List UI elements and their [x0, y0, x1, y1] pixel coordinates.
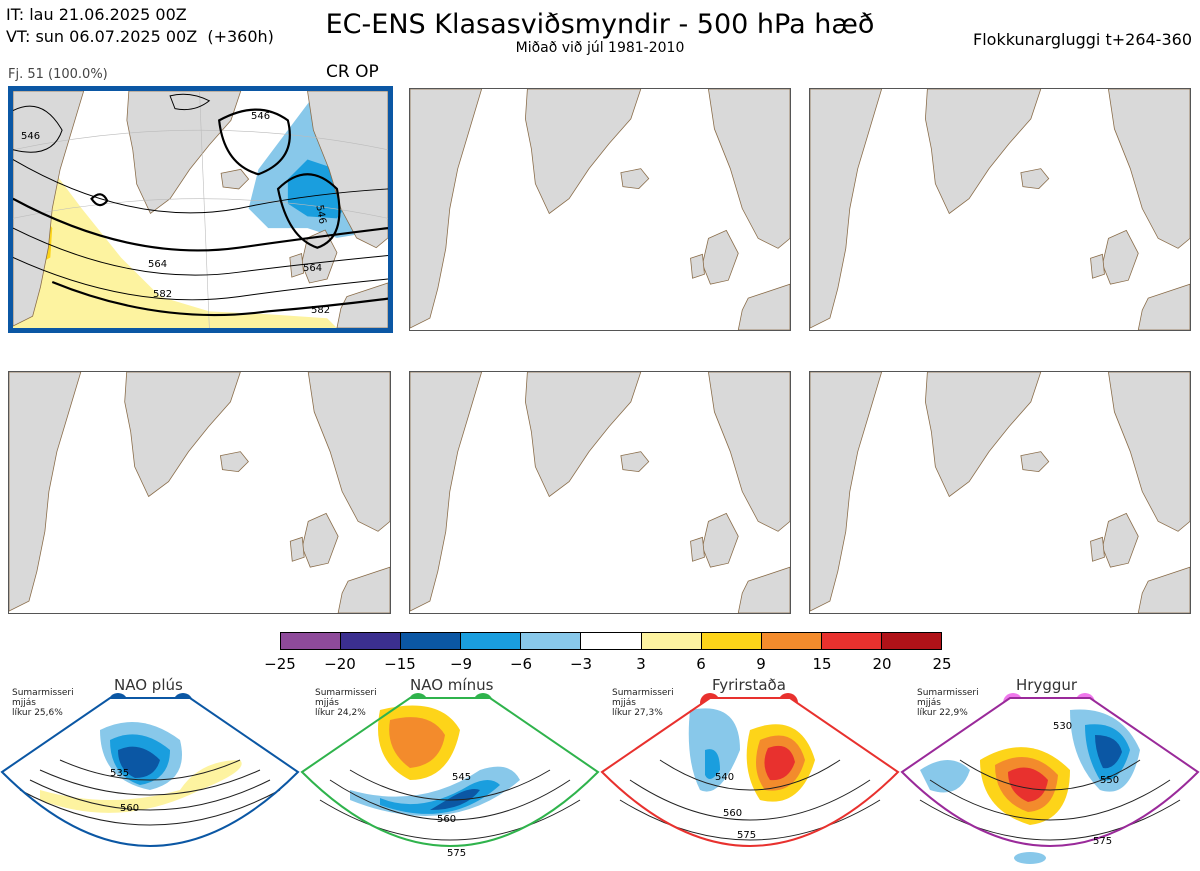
colorbar-bin [521, 633, 582, 649]
regime-contour-label: 575 [1093, 836, 1113, 847]
cluster-map-6-graphic [810, 372, 1190, 613]
colorbar-tick: 25 [932, 655, 952, 673]
regime-nao-plus-info: Sumarmisseri mjjás líkur 25,6% [12, 688, 74, 718]
cluster-map-5-graphic [410, 372, 790, 613]
regime-contour-label: 545 [452, 772, 472, 783]
colorbar-tick: −15 [384, 655, 416, 673]
contour-label: 582 [311, 305, 331, 316]
regime-nao-minus-map [300, 693, 600, 847]
regime-ridge-info: Sumarmisseri mjjás líkur 22,9% [917, 688, 979, 718]
colorbar-bin [701, 633, 762, 649]
colorbar-bin [881, 633, 942, 649]
cluster-map-4-graphic [9, 372, 390, 613]
cluster-map-2[interactable] [409, 88, 791, 331]
colorbar-bin [761, 633, 822, 649]
cluster-map-3-graphic [810, 89, 1190, 330]
regime-contour-label: 575 [447, 848, 467, 859]
colorbar-tick: −6 [509, 655, 533, 673]
cluster-tag: CR OP [326, 62, 379, 82]
colorbar-tick: 9 [756, 655, 766, 673]
colorbar-bin [341, 633, 402, 649]
valid-time: VT: sun 06.07.2025 00Z (+360h) [6, 27, 274, 46]
cluster-map-2-graphic [410, 89, 790, 330]
contour-label: 564 [303, 263, 323, 274]
cluster-map-6[interactable] [809, 371, 1191, 614]
colorbar-tick: 15 [812, 655, 832, 673]
colorbar-bin [641, 633, 702, 649]
colorbar-bin [461, 633, 522, 649]
regime-contour-label: 560 [723, 808, 743, 819]
regime-nao-minus-info: Sumarmisseri mjjás líkur 24,2% [315, 688, 377, 718]
cluster-member-count: Fj. 51 (100.0%) [8, 67, 108, 82]
regime-blocking-title: Fyrirstaða [712, 676, 786, 694]
anomaly-colorbar [280, 632, 942, 650]
colorbar-bin [401, 633, 462, 649]
regime-contour-label: 530 [1053, 721, 1073, 732]
regime-nao-plus-map [0, 693, 300, 847]
regime-contour-label: 560 [437, 814, 457, 825]
regime-contour-label: 540 [715, 772, 735, 783]
colorbar-tick: 6 [696, 655, 706, 673]
regime-nao-plus-title: NAO plús [114, 676, 183, 694]
issue-time: IT: lau 21.06.2025 00Z [6, 5, 187, 24]
colorbar-tick: 3 [636, 655, 646, 673]
cluster-map-1-graphic [13, 91, 388, 328]
regime-contour-label: 535 [110, 768, 130, 779]
cluster-map-4[interactable] [8, 371, 391, 614]
page-title: EC-ENS Klasasviðsmyndir - 500 hPa hæð [325, 9, 875, 40]
regime-ridge-map [900, 693, 1200, 864]
regime-ridge-title: Hryggur [1016, 676, 1078, 694]
colorbar-tick: −3 [569, 655, 593, 673]
contour-label: 546 [21, 131, 41, 142]
classification-window: Flokkunargluggi t+264-360 [973, 30, 1192, 49]
regime-contour-label: 550 [1100, 775, 1120, 786]
colorbar-tick: −20 [324, 655, 356, 673]
cluster-map-3[interactable] [809, 88, 1191, 331]
climate-reference: Miðað við júl 1981-2010 [515, 40, 685, 56]
regime-nao-minus-title: NAO mínus [410, 676, 494, 694]
contour-label: 546 [251, 111, 271, 122]
colorbar-bin [821, 633, 882, 649]
contour-label: 582 [153, 289, 173, 300]
colorbar-tick: 20 [872, 655, 892, 673]
cluster-map-1[interactable]: 546 546 546 564 564 582 582 [8, 86, 393, 333]
contour-label: 564 [148, 259, 168, 270]
cluster-map-5[interactable] [409, 371, 791, 614]
colorbar-tick: −9 [449, 655, 473, 673]
regime-blocking-map [600, 693, 900, 847]
regime-blocking-info: Sumarmisseri mjjás líkur 27,3% [612, 688, 674, 718]
regime-contour-label: 575 [737, 830, 757, 841]
colorbar-bin [281, 633, 342, 649]
colorbar-bin [581, 633, 642, 649]
colorbar-tick: −25 [264, 655, 296, 673]
regime-contour-label: 560 [120, 803, 140, 814]
